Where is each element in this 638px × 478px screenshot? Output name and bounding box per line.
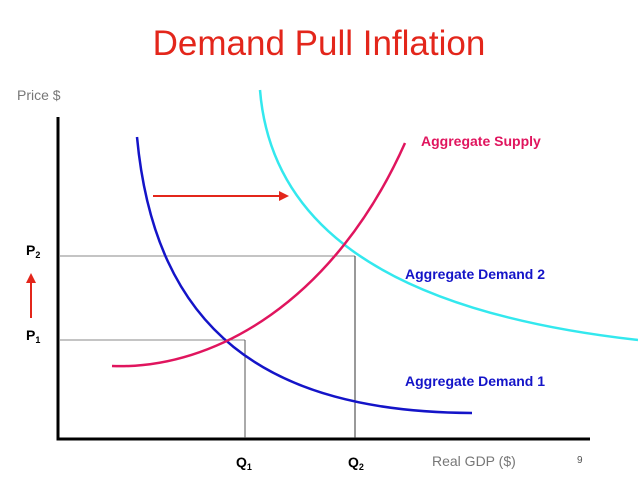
page-number: 9	[577, 455, 583, 466]
aggregate-demand-1-label: Aggregate Demand 1	[405, 373, 545, 389]
p2-label: P2	[26, 242, 40, 260]
y-axis-label: Price $	[17, 87, 61, 103]
shift-arrow-head	[279, 191, 289, 201]
q2-label-sub: 2	[359, 462, 364, 472]
q1-label-base: Q	[236, 454, 247, 470]
aggregate-demand-2-label: Aggregate Demand 2	[405, 266, 545, 282]
x-axis-label: Real GDP ($)	[432, 453, 516, 469]
aggregate-supply-curve	[111, 142, 407, 368]
aggregate-supply-label: Aggregate Supply	[421, 133, 541, 149]
aggregate-demand-1-curve	[135, 136, 473, 415]
slide-title: Demand Pull Inflation	[152, 24, 486, 63]
aggregate-demand-2-curve	[258, 89, 638, 342]
p1-label: P1	[26, 327, 40, 345]
q2-label-base: Q	[348, 454, 359, 470]
p2-label-base: P	[26, 242, 35, 258]
q2-label: Q2	[348, 454, 364, 472]
p1-label-base: P	[26, 327, 35, 343]
p1-label-sub: 1	[35, 335, 40, 345]
p2-label-sub: 2	[35, 250, 40, 260]
q1-label-sub: 1	[247, 462, 252, 472]
q1-label: Q1	[236, 454, 252, 472]
price-rise-arrow-head	[26, 273, 36, 283]
